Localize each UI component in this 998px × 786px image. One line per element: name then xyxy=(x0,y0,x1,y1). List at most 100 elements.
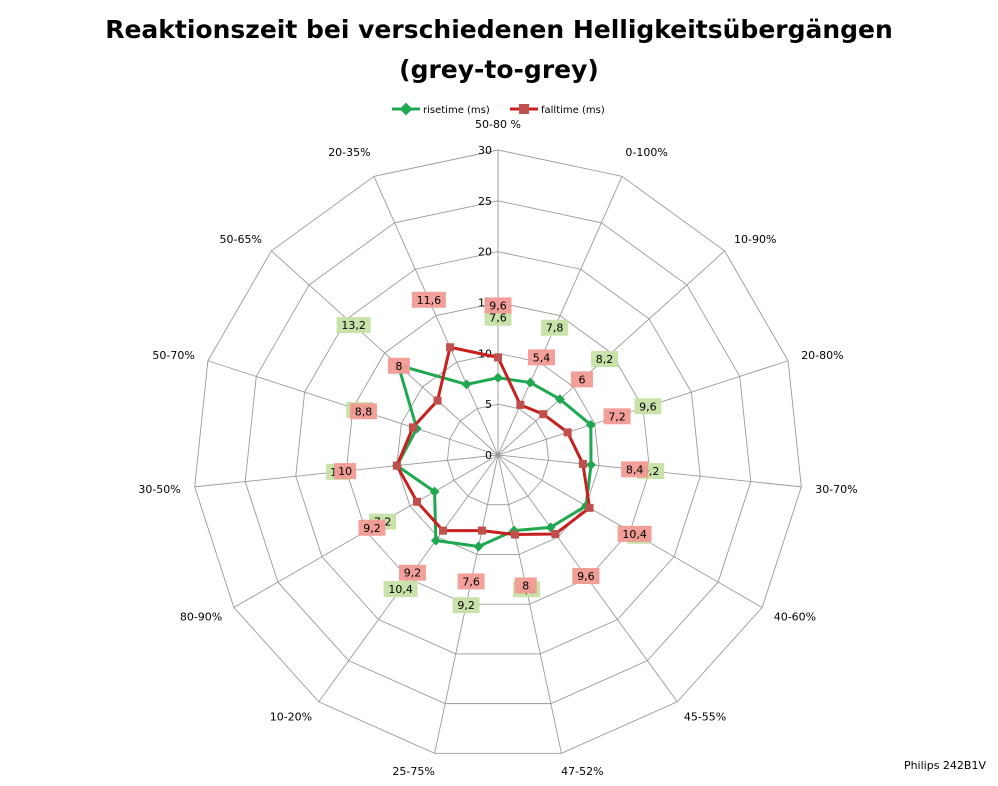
grid-ring xyxy=(446,403,550,506)
falltime-value-label-bg xyxy=(484,297,512,314)
risetime-point xyxy=(545,522,556,533)
falltime-value-label-bg xyxy=(457,573,485,590)
falltime-value-label: 8 xyxy=(395,360,402,373)
model-label: Philips 242B1V xyxy=(903,759,986,772)
risetime-point xyxy=(525,377,536,388)
category-label: 10-20% xyxy=(270,710,312,723)
falltime-value-label: 7,2 xyxy=(608,410,626,423)
category-label: 80-90% xyxy=(180,611,222,624)
falltime-point xyxy=(412,497,421,506)
legend-falltime-label: falltime (ms) xyxy=(541,105,605,116)
falltime-point xyxy=(510,530,519,539)
legend: risetime (ms) falltime (ms) xyxy=(392,102,605,116)
falltime-point xyxy=(563,428,572,437)
category-label: 25-75% xyxy=(392,765,434,778)
falltime-point xyxy=(539,410,548,419)
falltime-value-label: 9,2 xyxy=(363,522,381,535)
grid-spoke xyxy=(373,176,499,456)
falltime-point xyxy=(578,459,587,468)
falltime-point xyxy=(439,526,448,535)
risetime-point xyxy=(585,419,596,430)
falltime-value-label: 9,6 xyxy=(489,299,507,312)
category-label: 20-35% xyxy=(328,146,370,159)
tick-label: 20 xyxy=(478,246,492,259)
category-label: 30-50% xyxy=(138,483,180,496)
falltime-value-label-bg xyxy=(398,564,426,581)
risetime-point xyxy=(429,486,440,497)
falltime-point xyxy=(477,526,486,535)
falltime-value-label-bg xyxy=(349,403,377,420)
category-label: 50-65% xyxy=(220,233,262,246)
grid-ring xyxy=(396,352,600,555)
falltime-value-label: 8,4 xyxy=(626,463,644,476)
risetime-value-label-bg xyxy=(484,309,512,326)
falltime-value-label-bg xyxy=(334,463,357,480)
grid-spoke xyxy=(271,250,499,456)
falltime-point xyxy=(516,400,525,409)
category-labels: 50-80 % 0-100% 10-90% 20-80% 30-70% 40-60% 45-… xyxy=(138,118,857,778)
risetime-value-label: 13,2 xyxy=(341,319,366,332)
tick-label: 25 xyxy=(478,195,492,208)
tick-label: 5 xyxy=(485,398,492,411)
radial-ticks: 051015202530 xyxy=(478,144,492,462)
risetime-value-label-bg xyxy=(591,351,619,368)
grid-ring xyxy=(244,200,752,705)
legend-risetime-marker xyxy=(399,102,413,116)
falltime-point xyxy=(408,423,417,432)
falltime-value-label-bg xyxy=(572,568,600,585)
falltime-point xyxy=(551,529,560,538)
risetime-value-label: 10,4 xyxy=(388,583,413,596)
grid-spoke xyxy=(497,454,562,754)
category-label: 20-80% xyxy=(801,349,843,362)
risetime-value-label: 7,8 xyxy=(546,322,564,335)
falltime-value-label: 11,6 xyxy=(417,294,442,307)
risetime-value-label-bg xyxy=(634,398,662,415)
falltime-value-label-bg xyxy=(617,525,652,542)
risetime-value-label-bg xyxy=(541,319,569,336)
series-line-falltime xyxy=(395,345,592,537)
legend-falltime-marker xyxy=(519,104,529,114)
falltime-value-label-bg xyxy=(514,577,537,594)
legend-risetime-label: risetime (ms) xyxy=(423,105,490,116)
falltime-value-label-bg xyxy=(603,408,631,425)
series-line-risetime xyxy=(395,363,593,548)
risetime-value-label: 7,6 xyxy=(489,312,507,325)
falltime-value-label: 8 xyxy=(522,579,529,592)
risetime-point xyxy=(473,541,484,552)
falltime-value-label: 9,2 xyxy=(404,567,422,580)
category-label: 50-80 % xyxy=(475,118,521,131)
grid-ring xyxy=(194,149,802,754)
falltime-value-label-bg xyxy=(387,357,410,374)
falltime-value-label: 6 xyxy=(578,373,585,386)
risetime-value-label: 8,2 xyxy=(596,353,614,366)
category-label: 40-60% xyxy=(774,611,816,624)
falltime-value-label: 9,6 xyxy=(577,570,595,583)
risetime-value-label: 9,6 xyxy=(639,400,657,413)
risetime-point xyxy=(430,535,441,546)
falltime-value-label-bg xyxy=(411,291,446,308)
falltime-value-label: 5,4 xyxy=(533,351,551,364)
falltime-value-label: 7,6 xyxy=(462,575,480,588)
value-labels: 7,67,88,29,69,2108,87,69,210,47,2108,413… xyxy=(326,291,665,614)
grid-ring xyxy=(345,302,651,605)
category-label: 0-100% xyxy=(625,146,667,159)
risetime-point xyxy=(461,379,472,390)
falltime-value-label-bg xyxy=(621,461,649,478)
falltime-value-label-bg xyxy=(358,519,386,536)
radar-grid xyxy=(194,149,802,754)
risetime-value-label-bg xyxy=(336,317,371,334)
risetime-value-label-bg xyxy=(452,597,480,614)
falltime-value-label: 10 xyxy=(338,465,352,478)
falltime-point xyxy=(392,461,401,470)
category-label: 45-55% xyxy=(684,710,726,723)
category-label: 30-70% xyxy=(815,483,857,496)
falltime-point xyxy=(446,343,455,352)
category-label: 50-70% xyxy=(152,349,194,362)
falltime-value-label-bg xyxy=(527,349,555,366)
falltime-point xyxy=(585,503,594,512)
falltime-value-label: 8,8 xyxy=(355,405,373,418)
risetime-value-label-bg xyxy=(383,581,418,598)
chart-title-line2: (grey-to-grey) xyxy=(399,55,599,84)
category-label: 10-90% xyxy=(734,233,776,246)
risetime-point xyxy=(555,394,565,405)
